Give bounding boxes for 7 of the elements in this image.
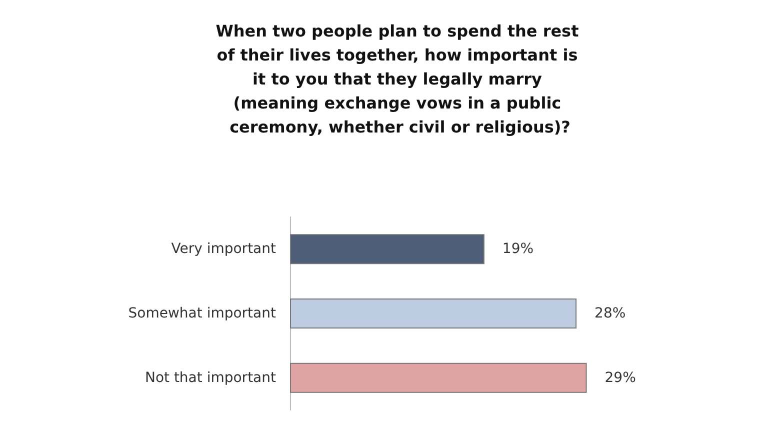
y-tick-label: Somewhat important <box>128 306 277 322</box>
y-tick-label: Not that important <box>144 370 277 386</box>
y-tick-label: Very important <box>171 241 277 258</box>
chart-title: When two people plan to spend the rest of their lives together, how important is it to you that they legally marry (meaning exchange vows in a public ceremony, whether civil or religious)? <box>216 22 584 136</box>
data-label: 29% <box>604 370 636 386</box>
data-label: 19% <box>502 241 534 258</box>
data-label: 28% <box>594 306 626 322</box>
